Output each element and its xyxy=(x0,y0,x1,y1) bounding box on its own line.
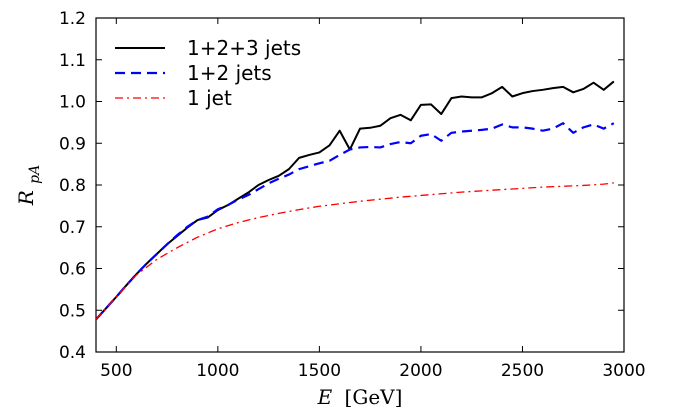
y-tick-label-3: 0.6 xyxy=(59,260,86,280)
y-tick-label-1: 0.4 xyxy=(59,343,86,363)
x-tick-label-5: 2500 xyxy=(501,361,544,381)
x-axis-label-variable: E xyxy=(317,385,333,409)
x-tick-label-3: 1500 xyxy=(298,361,341,381)
series-group xyxy=(95,80,615,321)
plot-area xyxy=(95,17,625,353)
y-axis-label-subscript: pA xyxy=(27,165,43,184)
x-axis-label: E [GeV] xyxy=(317,385,403,409)
legend-label-1: 1+2+3 jets xyxy=(187,36,301,60)
x-tick-label-4: 2000 xyxy=(399,361,442,381)
x-tick-label-1: 500 xyxy=(100,361,132,381)
y-tick-label-4: 0.7 xyxy=(59,218,86,238)
y-tick-label-6: 0.9 xyxy=(59,134,86,154)
y-axis-label: R pA xyxy=(14,165,43,207)
plot-frame xyxy=(95,17,625,353)
y-axis-label-main: R xyxy=(14,190,38,206)
y-tick-label-9: 1.2 xyxy=(59,9,86,29)
y-tick-label-2: 0.5 xyxy=(59,301,86,321)
legend-label-2: 1+2 jets xyxy=(187,61,272,85)
y-tick-label-7: 1.0 xyxy=(59,93,86,113)
series-line-1 xyxy=(95,80,615,321)
series-line-2 xyxy=(95,122,615,321)
y-tick-label-5: 0.8 xyxy=(59,176,86,196)
x-axis-label-unit: [GeV] xyxy=(345,385,403,409)
series-line-3 xyxy=(95,182,614,320)
x-tick-label-6: 3000 xyxy=(602,361,645,381)
legend-label-3: 1 jet xyxy=(187,86,232,110)
x-tick-label-2: 1000 xyxy=(196,361,239,381)
y-tick-label-8: 1.1 xyxy=(59,51,86,71)
axes-group: 500 1000 1500 2000 2500 3000 0.4 0.5 0.6 0.7 0.8 0.… xyxy=(59,9,646,381)
